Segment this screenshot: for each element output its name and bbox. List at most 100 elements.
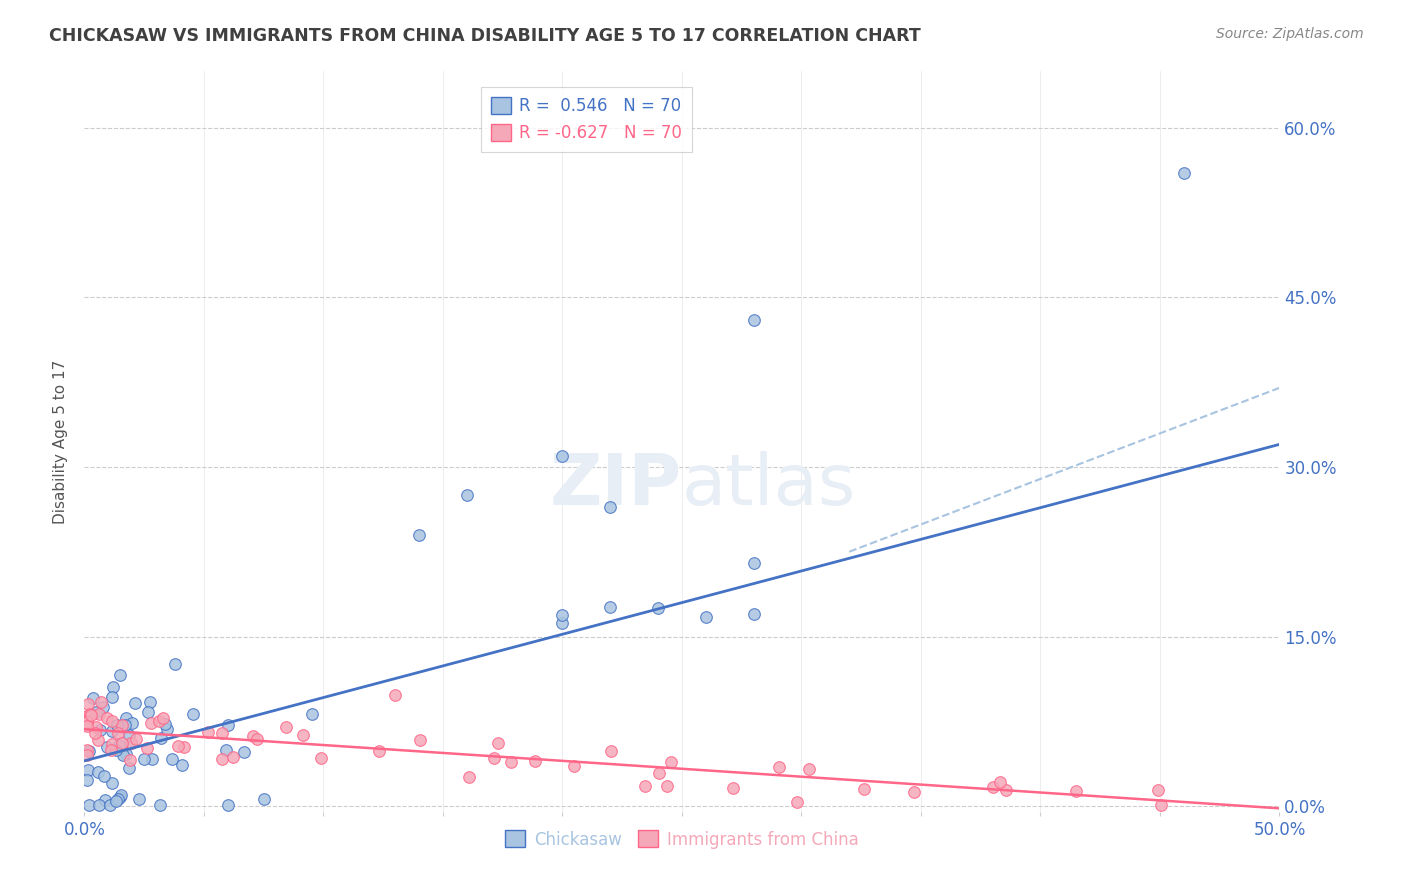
Point bbox=[160, 752, 183, 766]
Point bbox=[76, 719, 98, 733]
Point bbox=[1173, 166, 1195, 180]
Point bbox=[117, 760, 139, 774]
Point bbox=[110, 668, 132, 682]
Point bbox=[100, 714, 122, 728]
Point bbox=[82, 690, 104, 705]
Point bbox=[105, 793, 128, 807]
Point bbox=[368, 744, 391, 758]
Point bbox=[76, 709, 98, 723]
Point bbox=[114, 747, 136, 761]
Point bbox=[87, 732, 110, 747]
Point bbox=[742, 556, 765, 570]
Point bbox=[135, 740, 157, 755]
Point bbox=[1146, 782, 1168, 797]
Point bbox=[309, 750, 332, 764]
Point bbox=[242, 729, 264, 743]
Point bbox=[166, 739, 188, 753]
Text: CHICKASAW VS IMMIGRANTS FROM CHINA DISABILITY AGE 5 TO 17 CORRELATION CHART: CHICKASAW VS IMMIGRANTS FROM CHINA DISAB… bbox=[49, 27, 921, 45]
Point bbox=[115, 711, 138, 725]
Point bbox=[101, 737, 124, 751]
Point bbox=[76, 773, 98, 788]
Point bbox=[110, 790, 132, 805]
Point bbox=[120, 736, 142, 750]
Point bbox=[599, 500, 621, 514]
Point bbox=[742, 313, 765, 327]
Point bbox=[1064, 783, 1087, 797]
Point bbox=[89, 706, 111, 721]
Point bbox=[1150, 797, 1173, 812]
Point bbox=[551, 449, 574, 463]
Point bbox=[655, 779, 678, 793]
Point bbox=[111, 718, 134, 732]
Point bbox=[96, 711, 118, 725]
Point bbox=[112, 748, 135, 763]
Point bbox=[163, 657, 186, 671]
Point bbox=[981, 780, 1004, 795]
Point bbox=[742, 607, 765, 622]
Point bbox=[170, 758, 193, 772]
Point bbox=[215, 743, 238, 757]
Point bbox=[79, 707, 101, 722]
Point bbox=[301, 707, 323, 722]
Point bbox=[101, 690, 124, 704]
Point bbox=[408, 528, 430, 542]
Point bbox=[853, 781, 876, 796]
Point bbox=[173, 739, 195, 754]
Point bbox=[111, 720, 134, 734]
Point bbox=[988, 774, 1011, 789]
Point bbox=[76, 747, 98, 762]
Point bbox=[252, 792, 274, 806]
Point bbox=[77, 797, 100, 812]
Point bbox=[87, 797, 110, 812]
Point bbox=[148, 714, 170, 729]
Point bbox=[484, 751, 506, 765]
Legend: Chickasaw, Immigrants from China: Chickasaw, Immigrants from China bbox=[499, 823, 865, 855]
Point bbox=[89, 723, 111, 737]
Point bbox=[600, 744, 623, 758]
Point bbox=[76, 742, 98, 756]
Point bbox=[77, 744, 100, 758]
Point bbox=[768, 760, 790, 774]
Point bbox=[523, 755, 546, 769]
Point bbox=[181, 707, 204, 722]
Point bbox=[599, 599, 621, 614]
Point bbox=[634, 779, 657, 793]
Point bbox=[125, 732, 148, 747]
Point bbox=[786, 795, 808, 809]
Point bbox=[695, 609, 717, 624]
Point bbox=[134, 752, 156, 766]
Point bbox=[659, 755, 682, 769]
Point bbox=[291, 728, 314, 742]
Point bbox=[91, 700, 114, 714]
Point bbox=[233, 746, 256, 760]
Point bbox=[276, 720, 298, 734]
Point bbox=[150, 731, 173, 745]
Text: atlas: atlas bbox=[682, 451, 856, 520]
Point bbox=[486, 736, 509, 750]
Point bbox=[551, 616, 574, 631]
Point bbox=[76, 714, 98, 729]
Point bbox=[799, 762, 821, 776]
Y-axis label: Disability Age 5 to 17: Disability Age 5 to 17 bbox=[53, 359, 69, 524]
Point bbox=[77, 697, 100, 711]
Point bbox=[156, 722, 179, 736]
Point bbox=[84, 726, 107, 740]
Point bbox=[76, 714, 98, 729]
Point bbox=[648, 766, 671, 780]
Point bbox=[197, 725, 219, 739]
Point bbox=[107, 725, 129, 739]
Point bbox=[222, 750, 245, 764]
Point bbox=[141, 751, 163, 765]
Point bbox=[110, 788, 132, 802]
Point bbox=[551, 608, 574, 623]
Point bbox=[105, 717, 128, 731]
Point bbox=[117, 728, 139, 742]
Point bbox=[139, 695, 162, 709]
Point bbox=[457, 771, 479, 785]
Point bbox=[93, 793, 115, 807]
Point bbox=[87, 765, 110, 780]
Point bbox=[153, 717, 176, 731]
Point bbox=[120, 736, 142, 750]
Point bbox=[100, 797, 122, 812]
Text: Source: ZipAtlas.com: Source: ZipAtlas.com bbox=[1216, 27, 1364, 41]
